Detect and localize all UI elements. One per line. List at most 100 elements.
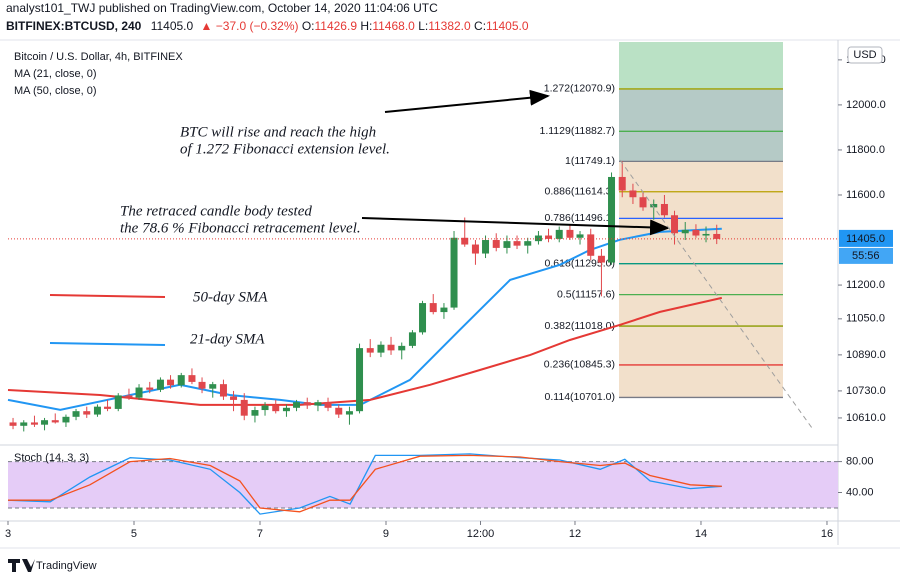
- candle-body: [377, 344, 385, 353]
- x-tick-label: 14: [695, 528, 707, 540]
- candle-body: [429, 303, 437, 313]
- candle-body: [608, 176, 616, 263]
- candle-body: [587, 234, 595, 256]
- candle-body: [303, 402, 311, 406]
- fib-label: 0.382(11018.0): [545, 320, 615, 332]
- candle-body: [156, 379, 164, 390]
- change: ▲ −37.0 (−0.32%): [201, 19, 299, 33]
- candle-body: [282, 407, 290, 412]
- candle-body: [261, 405, 269, 411]
- x-tick-label: 12:00: [467, 528, 495, 540]
- candle-body: [545, 235, 553, 239]
- candle-body: [209, 384, 217, 389]
- candle-body: [177, 375, 185, 386]
- fib-label: 1.272(12070.9): [544, 83, 615, 95]
- h-label: H:: [360, 19, 372, 33]
- price-tag: [839, 229, 893, 247]
- fib-upper-zone: [619, 88, 783, 162]
- c-label: C:: [474, 19, 486, 33]
- candle-body: [146, 387, 154, 390]
- candle-body: [314, 402, 322, 406]
- y-tick-label: 11200.0: [846, 279, 885, 291]
- legend-entry: MA (50, close, 0): [14, 85, 97, 97]
- candle-body: [618, 176, 626, 191]
- candle-body: [692, 229, 700, 236]
- stoch-line: [7, 453, 722, 515]
- x-tick-label: 3: [5, 528, 11, 540]
- x-tick-label: 12: [569, 528, 581, 540]
- countdown-tag: [839, 247, 893, 264]
- ma-line: [7, 296, 723, 406]
- fib-label: 1.1129(11882.7): [539, 125, 615, 137]
- candle-body: [534, 235, 542, 242]
- x-tick-label: 16: [821, 528, 833, 540]
- candle-body: [566, 229, 574, 238]
- ma-line: [7, 227, 722, 411]
- candle-body: [230, 396, 238, 400]
- annotation: 21-day SMA: [190, 331, 265, 347]
- candle-body: [135, 387, 143, 398]
- chart-layer: 1.272(12070.9) 1.1129(11882.7) 1(11749.1) 0…: [5, 42, 893, 540]
- candle-body: [219, 384, 227, 397]
- candle-body: [408, 332, 416, 346]
- candle-body: [20, 422, 28, 426]
- candle-body: [72, 411, 80, 417]
- h: 11468.0: [372, 19, 415, 33]
- stoch-band: [8, 461, 838, 508]
- annotation: of 1.272 Fibonacci extension level.: [180, 141, 390, 157]
- y-tick-label: 40.00: [846, 486, 874, 498]
- annotation: 50-day SMA: [193, 289, 268, 305]
- candle-body: [524, 241, 532, 246]
- candle-body: [713, 233, 721, 239]
- candle-body: [62, 416, 70, 423]
- candle-body: [114, 395, 122, 409]
- y-tick-label: 10730.0: [846, 385, 886, 397]
- candle-body: [93, 406, 101, 415]
- pane-title: Stoch (14, 3, 3): [14, 452, 89, 464]
- candle-body: [639, 197, 647, 208]
- l-label: L:: [418, 19, 428, 33]
- x-tick-label: 9: [383, 528, 389, 540]
- candle-body: [576, 234, 584, 238]
- annotation: BTC will rise and reach the high: [180, 124, 376, 140]
- y-tick-label: 11050.0: [846, 313, 885, 325]
- fib-target-zone: [619, 42, 783, 162]
- y-tick-label: 10890.0: [846, 349, 886, 361]
- annotation: the 78.6 % Fibonacci retracement level.: [120, 220, 361, 236]
- candle-body: [450, 237, 458, 308]
- last: 11405.0: [151, 19, 194, 33]
- fib-retrace-zone: [619, 161, 783, 398]
- candle-body: [272, 405, 280, 412]
- candle-body: [167, 379, 175, 386]
- annotation: The retraced candle body tested: [120, 203, 312, 219]
- candle-body: [356, 348, 364, 412]
- candle-body: [482, 240, 490, 254]
- candle-body: [419, 303, 427, 333]
- price-tag-label: 11405.0: [846, 233, 885, 245]
- sma-sample: [49, 294, 166, 298]
- candle-body: [503, 241, 511, 248]
- candle-body: [83, 411, 91, 415]
- candle-body: [471, 244, 479, 254]
- candle-body: [345, 411, 353, 415]
- candle-body: [366, 348, 374, 353]
- currency: USD: [853, 49, 876, 61]
- y-tick-label: 12000.0: [846, 99, 886, 111]
- x-tick-label: 5: [131, 528, 137, 540]
- y-tick-label: 10610.0: [846, 412, 886, 424]
- candle-body: [125, 395, 133, 398]
- candle-body: [555, 229, 563, 239]
- candle-body: [9, 422, 17, 426]
- o: 11426.9: [315, 19, 358, 33]
- c: 11405.0: [486, 19, 529, 33]
- candle-body: [251, 410, 259, 416]
- sma-sample: [49, 342, 166, 346]
- x-tick-label: 7: [257, 528, 263, 540]
- brand: TradingView: [36, 560, 97, 572]
- candle-body: [51, 420, 59, 423]
- fib-label: 0.618(11295.0): [545, 257, 615, 269]
- candle-body: [702, 233, 710, 236]
- arrow: [384, 89, 550, 113]
- y-tick-label: 80.00: [846, 455, 874, 467]
